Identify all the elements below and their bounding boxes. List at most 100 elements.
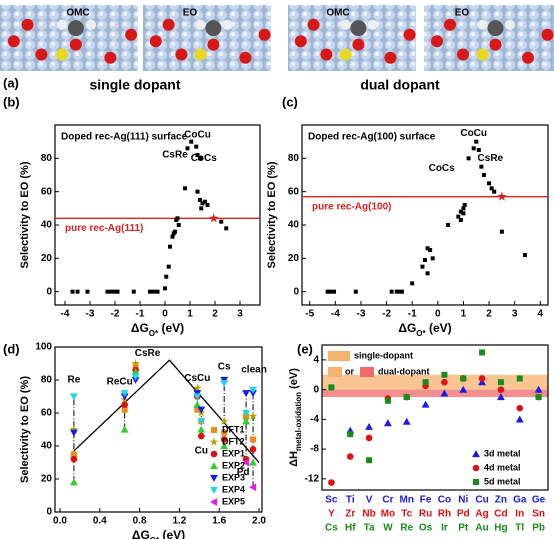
panel-label: (e) bbox=[297, 341, 313, 356]
y-axis-label: Selectivity to EO (%) bbox=[19, 161, 31, 268]
annotation: CoCu bbox=[184, 130, 211, 141]
panel-label: (a) bbox=[3, 75, 19, 90]
legend-marker bbox=[472, 450, 480, 458]
point bbox=[120, 425, 129, 433]
point bbox=[403, 394, 410, 401]
x-tick-label: 2.0 bbox=[252, 516, 266, 527]
y-axis-label-part: metal-oxidation bbox=[294, 392, 303, 451]
point bbox=[221, 429, 228, 436]
point bbox=[242, 458, 250, 467]
point-label: ReCu bbox=[107, 376, 133, 387]
point bbox=[461, 211, 466, 216]
x-axis-label-part: O* bbox=[416, 329, 426, 338]
y-tick-label: 60 bbox=[41, 186, 53, 197]
point bbox=[423, 258, 427, 262]
point bbox=[197, 406, 206, 414]
point bbox=[164, 274, 169, 279]
atom bbox=[339, 48, 352, 61]
point bbox=[168, 244, 172, 249]
plot-frame bbox=[321, 344, 549, 491]
legend-label: or bbox=[345, 366, 354, 376]
point bbox=[516, 375, 523, 382]
x-tick-label: Sc bbox=[325, 495, 338, 506]
x-tick-label: -1 bbox=[408, 309, 417, 320]
point bbox=[242, 390, 250, 398]
point bbox=[70, 289, 75, 294]
point bbox=[183, 186, 187, 191]
point bbox=[249, 446, 257, 453]
atom bbox=[487, 20, 504, 37]
x-tick-label: 0.0 bbox=[53, 516, 67, 527]
y-tick-label: 20 bbox=[41, 253, 53, 264]
point bbox=[220, 380, 229, 388]
point bbox=[347, 431, 354, 438]
point bbox=[131, 289, 136, 294]
point bbox=[120, 390, 129, 398]
point-label: CsRe bbox=[135, 348, 161, 359]
x-tick-label: 4 bbox=[538, 309, 544, 320]
point bbox=[220, 442, 229, 450]
point bbox=[197, 425, 206, 433]
legend-label: 4d metal bbox=[484, 462, 521, 472]
point bbox=[328, 289, 333, 294]
x-tick-label: Re bbox=[400, 523, 413, 534]
x-tick-label: Cd bbox=[494, 509, 507, 520]
annotation: CoCs bbox=[191, 153, 218, 164]
point bbox=[163, 286, 167, 291]
point bbox=[461, 206, 466, 211]
point-label: Cu bbox=[195, 446, 208, 457]
x-tick-label: Hf bbox=[345, 523, 356, 534]
atom bbox=[384, 51, 397, 64]
point bbox=[248, 411, 258, 420]
point bbox=[535, 394, 542, 401]
x-tick-label: Ga bbox=[513, 495, 527, 506]
x-axis-label: ΔGO* (eV) bbox=[131, 321, 184, 337]
point bbox=[69, 425, 79, 434]
x-tick-label: 0.4 bbox=[93, 516, 107, 527]
y-tick-label: 80 bbox=[288, 153, 300, 164]
point bbox=[121, 406, 128, 413]
x-tick-label: Zr bbox=[345, 509, 355, 520]
point bbox=[70, 451, 77, 458]
point bbox=[441, 371, 448, 378]
point bbox=[219, 416, 229, 425]
x-tick-label: -5 bbox=[305, 309, 314, 320]
point bbox=[481, 173, 486, 177]
point bbox=[115, 289, 120, 294]
atom bbox=[125, 28, 138, 41]
atom bbox=[294, 35, 307, 48]
atom bbox=[222, 19, 233, 30]
legend-marker bbox=[210, 498, 218, 506]
point bbox=[365, 422, 373, 430]
atom bbox=[457, 48, 469, 61]
point bbox=[166, 264, 171, 269]
annotation: CoCs bbox=[429, 163, 456, 174]
y-tick-label: 20 bbox=[288, 253, 300, 264]
x-axis-label-part: O* bbox=[150, 536, 160, 539]
point bbox=[195, 189, 200, 194]
atom bbox=[205, 20, 222, 37]
point bbox=[425, 246, 430, 251]
point bbox=[197, 418, 206, 426]
point bbox=[195, 153, 200, 157]
atom bbox=[149, 35, 162, 48]
point bbox=[328, 384, 335, 391]
point bbox=[325, 289, 330, 294]
point bbox=[428, 248, 433, 252]
point bbox=[425, 271, 430, 276]
point bbox=[384, 397, 391, 404]
x-tick-label: -3 bbox=[356, 309, 365, 320]
atom bbox=[320, 48, 333, 61]
x-axis-label-part: (eV) bbox=[159, 528, 185, 539]
point bbox=[479, 164, 484, 169]
y-axis-label-part: ΔH bbox=[288, 451, 300, 467]
x-tick-label: Nb bbox=[362, 509, 375, 520]
point bbox=[474, 139, 479, 144]
atom bbox=[86, 19, 97, 30]
atom bbox=[489, 38, 502, 51]
structure-image bbox=[424, 5, 554, 71]
point bbox=[478, 378, 486, 386]
point bbox=[242, 417, 250, 425]
point bbox=[522, 253, 527, 257]
